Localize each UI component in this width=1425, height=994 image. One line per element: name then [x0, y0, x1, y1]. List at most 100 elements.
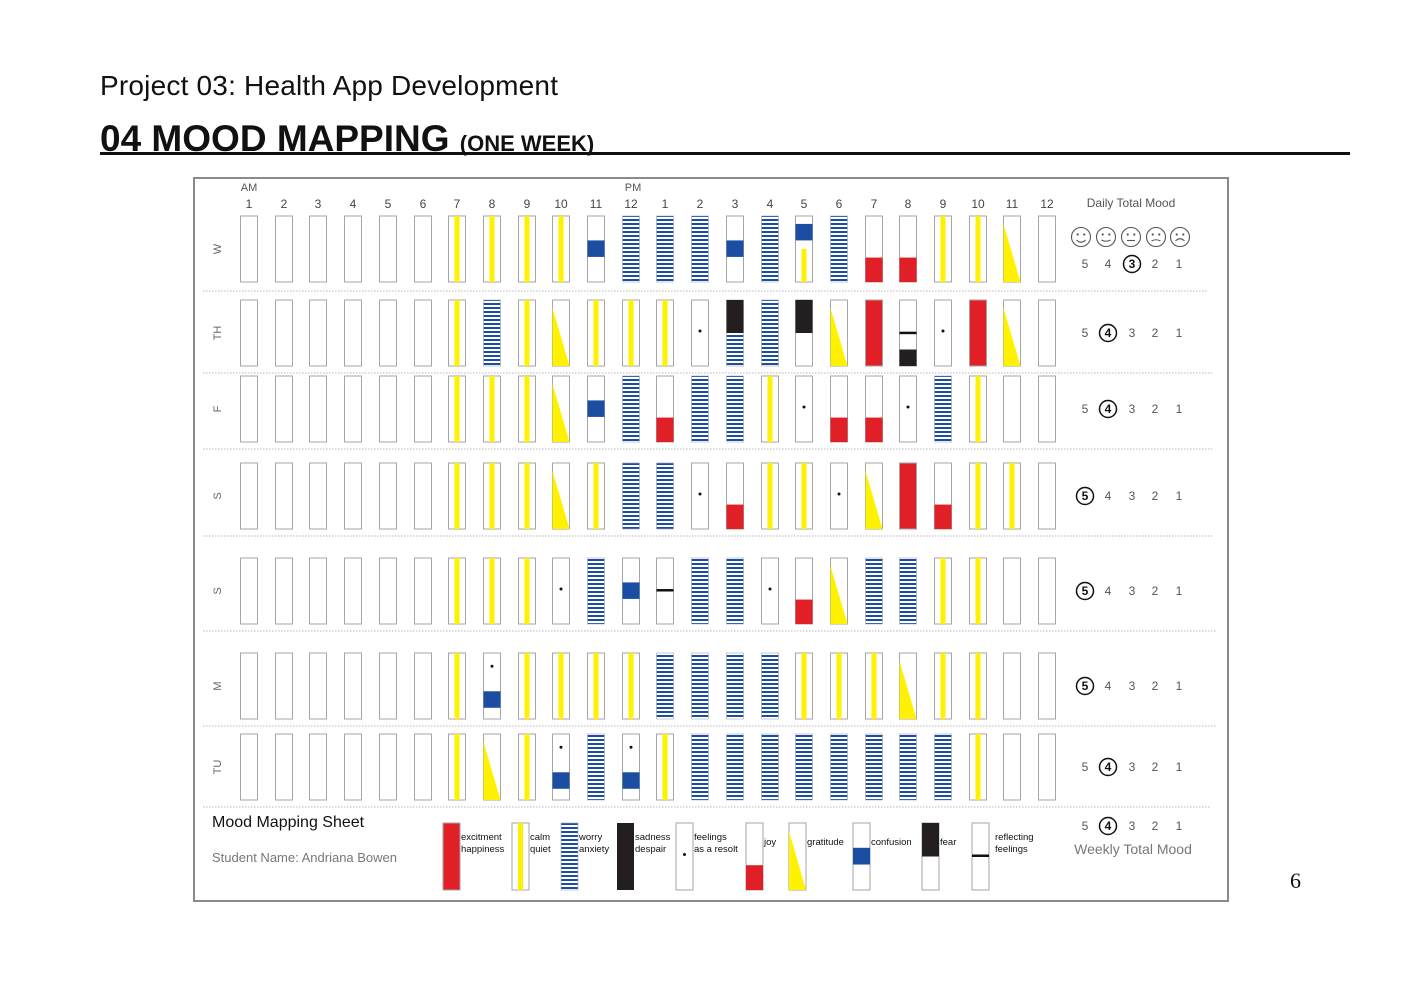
legend-item: gratitude [788, 822, 844, 891]
mood-cell [552, 375, 570, 443]
mood-cell [587, 557, 605, 625]
day-row-m: M [212, 652, 1056, 720]
mood-cell [414, 375, 432, 443]
title-rule [100, 152, 1350, 155]
day-row-score-4: 4 [1105, 257, 1112, 271]
mood-cell [899, 215, 917, 283]
mood-cell [414, 652, 432, 720]
mood-cell [275, 215, 293, 283]
day-row-score-4: 4 [1105, 326, 1112, 340]
mood-cell [726, 375, 744, 443]
mood-cell [934, 462, 952, 530]
mood-cell [240, 299, 258, 367]
mood-cell [830, 652, 848, 720]
selected-score-ring [1075, 486, 1095, 506]
day-row-score-1: 1 [1176, 584, 1183, 598]
day-row-score-3: 3 [1129, 489, 1136, 503]
day-row-score-1: 1 [1176, 489, 1183, 503]
day-row-s: S [212, 462, 1056, 530]
mood-cell [483, 375, 501, 443]
mood-cell [240, 557, 258, 625]
hour-label: 7 [454, 197, 461, 211]
mood-cell [275, 557, 293, 625]
mood-cell [1003, 299, 1021, 367]
mood-cell [899, 733, 917, 801]
mood-cell [344, 733, 362, 801]
mood-cell [379, 215, 397, 283]
selected-score-ring [1098, 757, 1118, 777]
mood-cell [830, 375, 848, 443]
mood-cell [865, 215, 883, 283]
mood-cell [622, 215, 640, 283]
mood-cell [448, 375, 466, 443]
mood-cell [795, 557, 813, 625]
mood-cell [969, 462, 987, 530]
pm-label: PM [625, 182, 642, 194]
mood-cell [552, 462, 570, 530]
legend-label: excitment [461, 832, 502, 843]
legend-label: worry [578, 832, 602, 843]
mood-cell [1038, 462, 1056, 530]
day-row-score-1: 1 [1176, 679, 1183, 693]
mood-cell [448, 557, 466, 625]
mood-cell [691, 215, 709, 283]
sad-face-icon [1145, 226, 1167, 248]
mood-cell [483, 652, 501, 720]
day-row-score-5: 5 [1082, 489, 1089, 503]
mood-cell [587, 215, 605, 283]
mood-cell [344, 557, 362, 625]
project-title: Project 03: Health App Development [100, 70, 559, 101]
day-row-score-3: 3 [1129, 257, 1136, 271]
mood-cell [934, 375, 952, 443]
mood-cell [587, 462, 605, 530]
day-row-score-4: 4 [1105, 679, 1112, 693]
mood-cell [865, 299, 883, 367]
hour-label: 3 [732, 197, 739, 211]
mood-cell [448, 299, 466, 367]
mood-cell [587, 299, 605, 367]
mood-cell [761, 557, 779, 625]
mood-cell [899, 557, 917, 625]
day-row-score-2: 2 [1152, 679, 1159, 693]
legend-label: reflecting [995, 832, 1034, 843]
weekly-score-2: 2 [1152, 819, 1159, 833]
mood-cell [830, 299, 848, 367]
mood-grid: AM PM1 2 3 4 5 6 7 8 9 10 11 12 1 2 3 4 5 6 7 8 9 10 11 12 Daily … [203, 182, 1216, 891]
mood-cell [344, 299, 362, 367]
legend-label: confusion [871, 837, 912, 848]
mood-cell [518, 215, 536, 283]
mood-cell [414, 733, 432, 801]
day-row-score-1: 1 [1176, 326, 1183, 340]
mood-cell [726, 462, 744, 530]
selected-score-ring [1075, 676, 1095, 696]
am-label: AM [241, 182, 258, 194]
reflection-dot [802, 405, 806, 409]
mood-cell [379, 375, 397, 443]
weekly-score-1: 1 [1176, 819, 1183, 833]
mood-cell [309, 299, 327, 367]
mood-cell [240, 652, 258, 720]
mood-cell [552, 557, 570, 625]
mood-cell [726, 652, 744, 720]
mood-cell [656, 557, 674, 625]
day-row-score-2: 2 [1152, 760, 1159, 774]
mood-cell [969, 375, 987, 443]
legend-label: despair [635, 844, 666, 855]
mood-cell [622, 462, 640, 530]
hour-label: 10 [971, 197, 985, 211]
weekly-score-5: 5 [1082, 819, 1089, 833]
mood-cell [830, 733, 848, 801]
mood-cell [795, 462, 813, 530]
mood-cell [518, 733, 536, 801]
day-label: W [212, 243, 224, 254]
mood-cell [656, 375, 674, 443]
mood-cell [761, 215, 779, 283]
day-label: TU [212, 760, 224, 775]
happy-face-icon [1095, 226, 1117, 248]
mood-cell [344, 375, 362, 443]
hour-label: 8 [489, 197, 496, 211]
day-row-score-5: 5 [1082, 584, 1089, 598]
day-row-score-3: 3 [1129, 760, 1136, 774]
mood-cell [483, 299, 501, 367]
mood-cell [587, 375, 605, 443]
